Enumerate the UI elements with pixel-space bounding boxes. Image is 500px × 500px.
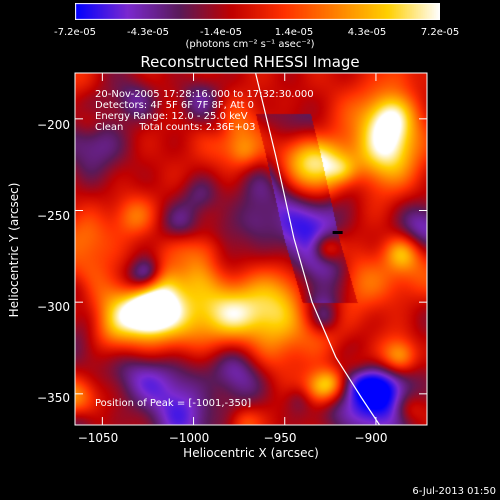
colorbar-tick: 7.2e-05 (420, 27, 460, 38)
x-tick-label: −900 (354, 431, 388, 445)
chart-title: Reconstructed RHESSI Image (140, 53, 360, 71)
x-axis-label: Heliocentric X (arcsec) (183, 446, 319, 460)
solar-limb-line (254, 72, 381, 426)
annotation-energy-range: Energy Range: 12.0 - 25.0 keV (95, 111, 248, 122)
y-tick-label: −200 (37, 118, 70, 132)
colorbar-tick: -4.3e-05 (127, 27, 169, 38)
y-tick-label: −350 (37, 391, 70, 405)
x-tick-label: −1000 (168, 431, 210, 445)
colorbar-units: (photons cm⁻² s⁻¹ asec⁻²) (185, 39, 315, 50)
y-axis-label: Heliocentric Y (arcsec) (7, 182, 21, 318)
colorbar-tick: 1.4e-05 (274, 27, 314, 38)
annotation-detectors: Detectors: 4F 5F 6F 7F 8F, Att 0 (95, 100, 255, 111)
annotation-peak-position: Position of Peak = [-1001,-350] (95, 398, 252, 409)
y-tick-label: −300 (37, 300, 70, 314)
colorbar-tick: -1.4e-05 (200, 27, 242, 38)
footer-timestamp: 6-Jul-2013 01:50 (412, 486, 496, 497)
x-tick-label: −950 (263, 431, 297, 445)
annotation-total-counts: Clean Total counts: 2.36E+03 (95, 122, 256, 133)
annotation-time-range: 20-Nov-2005 17:28:16.000 to 17:32:30.000 (95, 89, 314, 100)
peak-marker (332, 231, 343, 234)
plot-frame (74, 72, 428, 426)
y-tick-label: −250 (37, 209, 70, 223)
colorbar-tick: -7.2e-05 (54, 27, 96, 38)
colorbar-tick: 4.3e-05 (347, 27, 387, 38)
colorbar (75, 3, 440, 20)
x-tick-label: −1050 (77, 431, 119, 445)
heatmap-image (75, 73, 427, 425)
